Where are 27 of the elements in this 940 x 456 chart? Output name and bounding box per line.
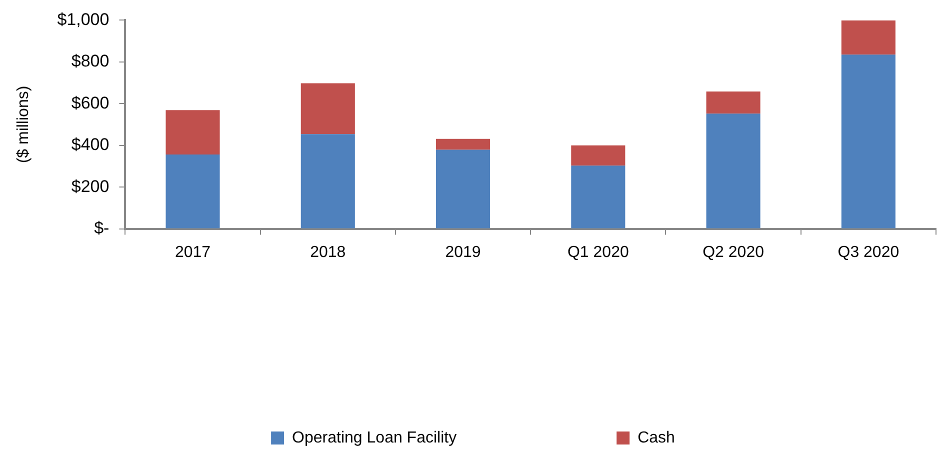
x-tick-label: Q1 2020 <box>567 244 629 261</box>
bar <box>166 110 220 155</box>
bar <box>436 138 490 150</box>
x-tick-label: 2019 <box>445 244 481 261</box>
bar <box>166 154 220 228</box>
bar <box>436 150 490 228</box>
y-tick-label: $1,000 <box>57 10 110 29</box>
y-tick-label: $600 <box>71 93 110 112</box>
bar <box>571 145 626 166</box>
y-tick-label: $- <box>94 218 110 238</box>
y-axis-title: ($ millions) <box>15 86 32 164</box>
bar <box>706 114 760 228</box>
bar <box>300 134 355 228</box>
bar <box>300 83 355 134</box>
legend-label: Operating Loan Facility <box>292 429 457 446</box>
bar <box>841 20 896 55</box>
x-tick-label: Q2 2020 <box>702 244 764 261</box>
y-tick-label: $400 <box>71 135 110 154</box>
bar <box>706 92 760 114</box>
legend-label: Cash <box>638 429 675 446</box>
bar <box>841 54 896 228</box>
bar <box>571 166 626 228</box>
x-tick-label: 2018 <box>310 244 346 261</box>
x-tick-label: Q3 2020 <box>838 244 900 261</box>
y-tick-label: $200 <box>71 176 110 196</box>
y-tick-label: $800 <box>71 52 110 71</box>
x-tick-label: 2017 <box>174 244 211 261</box>
